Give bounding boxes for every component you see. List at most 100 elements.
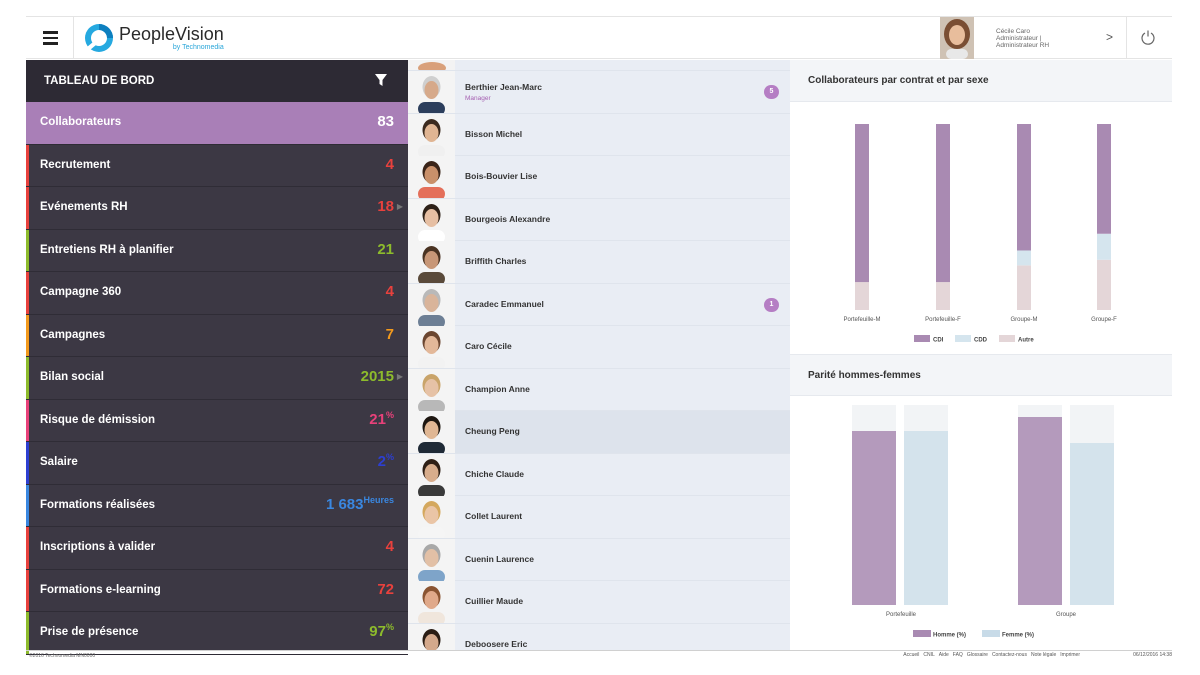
legend-swatch-2: [999, 335, 1015, 342]
legend-label-1: CDD: [974, 338, 988, 344]
sidebar-item-0[interactable]: Collaborateurs 83: [26, 102, 408, 145]
user-profile[interactable]: Cécile Caro Administrateur | Administrat…: [940, 17, 1076, 59]
footer-divider: [26, 650, 1172, 651]
employee-photo: [408, 283, 455, 326]
sidebar-item-12[interactable]: Prise de présence 97%: [26, 612, 408, 655]
legend-swatch-0: [913, 630, 931, 637]
bar-cdd-2[interactable]: [1017, 250, 1031, 266]
sidebar-item-value: 7: [386, 325, 394, 343]
list-item[interactable]: Bisson Michel: [408, 113, 790, 156]
sidebar-item-4[interactable]: Campagne 360 4: [26, 272, 408, 315]
list-item[interactable]: Bourgeois Alexandre: [408, 198, 790, 241]
filter-icon[interactable]: [374, 73, 388, 87]
sidebar-item-label: Prise de présence: [40, 626, 139, 638]
list-item[interactable]: Champion Anne: [408, 368, 790, 411]
sidebar-item-6[interactable]: Bilan social 2015 ▶: [26, 357, 408, 400]
footer-link-1[interactable]: CNIL: [923, 652, 935, 658]
list-item[interactable]: Berthier Jean-Marc Manager 5: [408, 71, 790, 114]
sidebar-item-color-bar: [26, 612, 29, 654]
bar-0-1[interactable]: [904, 431, 948, 605]
list-item[interactable]: Cuenin Laurence: [408, 538, 790, 581]
bar-cdi-0[interactable]: [855, 124, 869, 283]
x-tick-label: Groupe-F: [1091, 317, 1117, 323]
list-item[interactable]: Cuillier Maude: [408, 581, 790, 624]
parity-chart: Portefeuille Groupe Homme (%) Femme (%): [852, 405, 1114, 639]
hamburger-menu-icon[interactable]: [26, 17, 74, 59]
footer-link-0[interactable]: Accueil: [903, 652, 920, 658]
sidebar-item-number: 4: [385, 283, 394, 300]
sidebar-item-value: 4: [386, 282, 394, 300]
sidebar-item-number: 1 683: [325, 495, 364, 513]
bar-1-1[interactable]: [1070, 443, 1114, 605]
parity-chart-title: Parité hommes-femmes: [808, 370, 921, 381]
sidebar-item-7[interactable]: Risque de démission 21%: [26, 399, 408, 442]
expand-arrow-icon[interactable]: ▶: [396, 372, 403, 381]
employee-photo: [408, 411, 455, 453]
sidebar-item-label: Entretiens RH à planifier: [40, 243, 174, 256]
employee-name: Chiche Claude: [465, 468, 525, 479]
sidebar-item-label: Campagne 360: [40, 286, 122, 298]
employee-name: Champion Anne: [465, 383, 530, 394]
list-item[interactable]: Deboosere Eric: [408, 623, 790, 650]
employee-photo: [408, 326, 455, 368]
sidebar-item-value: 4: [386, 155, 394, 173]
list-item[interactable]: Bois-Bouvier Lise: [408, 156, 790, 199]
sidebar-item-1[interactable]: Recrutement 4: [26, 144, 408, 187]
bar-1-0[interactable]: [1018, 417, 1062, 605]
app-logo[interactable]: PeopleVision by Technomedia: [84, 23, 224, 53]
list-item[interactable]: Chiche Claude: [408, 453, 790, 496]
list-item[interactable]: Collet Laurent: [408, 496, 790, 539]
list-item[interactable]: Briffith Charles: [408, 241, 790, 284]
sidebar-item-9[interactable]: Formations réalisées 1 683Heures: [26, 484, 408, 527]
list-item[interactable]: Caro Cécile: [408, 326, 790, 369]
sidebar-item-8[interactable]: Salaire 2%: [26, 442, 408, 485]
sidebar-item-label: Collaborateurs: [40, 116, 122, 128]
sidebar-item-3[interactable]: Entretiens RH à planifier 21: [26, 229, 408, 272]
footer-link-3[interactable]: FAQ: [952, 652, 963, 658]
sidebar-header: TABLEAU DE BORD: [26, 60, 408, 102]
sidebar-item-label: Evénements RH: [40, 201, 128, 213]
footer-copyright: ©2016 Technomedia MN0000: [29, 653, 96, 659]
footer-link-7[interactable]: Imprimer: [1060, 652, 1080, 658]
notification-badge[interactable]: 5: [764, 85, 779, 99]
employee-name: Bois-Bouvier Lise: [465, 171, 538, 181]
footer-link-6[interactable]: Note légale: [1030, 652, 1057, 658]
chevron-right-icon[interactable]: >: [1106, 30, 1114, 44]
expand-arrow-icon[interactable]: ▶: [396, 202, 403, 211]
footer-link-4[interactable]: Glossaire: [966, 652, 988, 658]
notification-badge[interactable]: 1: [764, 297, 779, 312]
bar-cdi-2[interactable]: [1017, 124, 1031, 251]
employee-photo: [408, 623, 455, 650]
bar-cdi-3[interactable]: [1097, 124, 1111, 234]
employee-role: Manager: [465, 95, 491, 102]
bar-cdi-1[interactable]: [936, 124, 950, 283]
sidebar-item-11[interactable]: Formations e-learning 72: [26, 569, 408, 612]
sidebar-item-value: 21%: [369, 410, 394, 428]
top-header: PeopleVision by Technomedia Cécile Caro …: [26, 16, 1172, 59]
sidebar-item-color-bar: [26, 272, 29, 314]
header-divider: [73, 17, 74, 59]
contract-chart-title: Collaborateurs par contrat et par sexe: [808, 75, 989, 86]
sidebar-item-2[interactable]: Evénements RH 18 ▶: [26, 187, 408, 230]
list-item-partial[interactable]: [408, 60, 790, 71]
footer-link-2[interactable]: Aide: [938, 652, 949, 658]
x-tick-label: Groupe-M: [1010, 317, 1037, 323]
sidebar-item-number: 7: [385, 325, 394, 343]
sidebar-item-number: 21: [377, 240, 394, 258]
bar-autre-3[interactable]: [1097, 259, 1111, 310]
sidebar-item-5[interactable]: Campagnes 7: [26, 314, 408, 357]
bar-cdd-3[interactable]: [1097, 233, 1111, 260]
list-item[interactable]: Cheung Peng: [408, 411, 790, 454]
bar-0-0[interactable]: [852, 431, 896, 605]
employee-photo: [408, 71, 455, 113]
bar-autre-0[interactable]: [855, 282, 869, 310]
x-tick-label: Portefeuille: [886, 612, 917, 618]
bar-autre-1[interactable]: [936, 282, 950, 310]
footer-link-5[interactable]: Contactez-nous: [991, 652, 1027, 658]
footer-date: 06/12/2016 14:38: [1133, 652, 1172, 658]
power-icon[interactable]: [1140, 29, 1156, 45]
sidebar-item-10[interactable]: Inscriptions à valider 4: [26, 527, 408, 570]
user-avatar[interactable]: [940, 17, 974, 59]
list-item[interactable]: Caradec Emmanuel 1: [408, 283, 790, 326]
bar-autre-2[interactable]: [1017, 265, 1031, 310]
